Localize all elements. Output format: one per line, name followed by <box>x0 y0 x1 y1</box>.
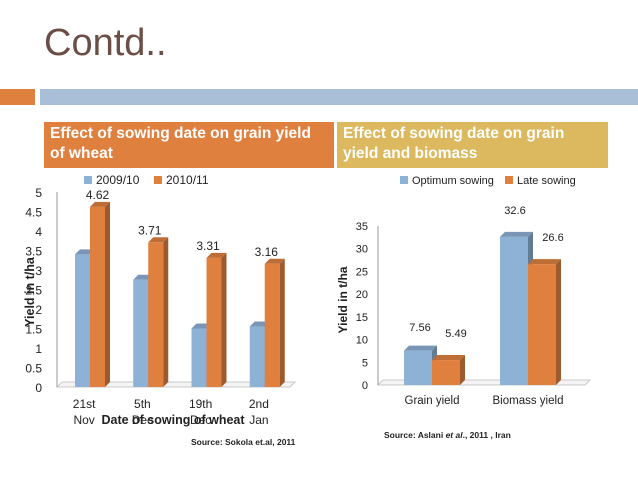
left-bar-b-front <box>206 257 222 387</box>
right-data-label: 5.49 <box>445 328 466 340</box>
left-y-tick-label: 5 <box>35 186 42 200</box>
left-y-tick-label: 1 <box>35 342 42 356</box>
right-bar-a-front <box>500 236 528 385</box>
right-y-tick-label: 5 <box>362 357 368 369</box>
left-y-tick-label: 3.5 <box>25 245 42 259</box>
right-bar-b-side <box>556 259 561 385</box>
left-bar-b-front <box>264 263 280 387</box>
left-data-label: 4.62 <box>86 188 110 202</box>
right-bar-a-top <box>500 231 533 237</box>
right-legend-label: Late sowing <box>517 175 576 187</box>
left-x-tick-label: Nov <box>73 413 94 427</box>
source-suffix: ., 2011 , Iran <box>462 430 511 440</box>
left-x-tick-label: Dec <box>132 413 153 427</box>
source-prefix: Source: Aslani <box>384 430 446 440</box>
left-y-tick-label: 0 <box>35 381 42 395</box>
right-bar-b-side <box>460 355 465 385</box>
left-legend-swatch <box>154 176 162 184</box>
right-bar-b-top <box>528 259 561 265</box>
left-bar-b-side <box>279 258 285 387</box>
accent-bar-blue <box>40 89 638 105</box>
left-bar-b-side <box>163 237 169 387</box>
slide-title: Contd.. <box>44 22 167 64</box>
right-x-tick-label: Grain yield <box>405 395 460 407</box>
right-data-label: 26.6 <box>542 232 563 244</box>
right-legend-swatch <box>505 176 513 184</box>
left-y-axis-title: Yield in t/ha <box>23 256 37 327</box>
left-bar-b <box>90 201 110 387</box>
left-bar-b-top <box>206 252 227 258</box>
left-x-tick-label: Jan <box>249 413 268 427</box>
right-bar-b <box>528 259 561 385</box>
left-bar-b <box>206 252 227 387</box>
left-chart-source: Source: Sokola et.al, 2011 <box>191 437 296 447</box>
left-bar-b-top <box>148 237 169 243</box>
left-y-tick-label: 2.5 <box>25 284 42 298</box>
right-chart-source: Source: Aslani et al., 2011 , Iran <box>384 430 511 440</box>
left-x-tick-label: 2nd <box>249 397 269 411</box>
left-bar-b-front <box>90 206 105 387</box>
right-data-label: 32.6 <box>504 205 525 217</box>
left-bar-b <box>148 237 169 387</box>
left-y-tick-label: 0.5 <box>25 362 42 376</box>
right-y-tick-label: 0 <box>362 380 368 392</box>
left-x-tick-label: Dec <box>190 413 211 427</box>
left-bar-a-front <box>249 326 265 387</box>
left-bar-b-top <box>90 201 110 207</box>
right-legend-swatch <box>400 176 408 184</box>
left-chart-heading: Effect of sowing date on grain yield of … <box>44 122 334 168</box>
left-x-tick-label: 5th <box>134 397 151 411</box>
left-y-tick-label: 2 <box>35 303 42 317</box>
right-bar-b-front <box>432 360 460 385</box>
left-y-tick-label: 1.5 <box>25 323 42 337</box>
right-data-label: 7.56 <box>409 322 430 334</box>
left-bar-b-top <box>264 258 285 264</box>
right-y-axis-title: Yield in t/ha <box>336 266 350 333</box>
source-italic: et al <box>445 430 463 440</box>
left-bar-a-front <box>75 254 90 387</box>
right-bar-b-front <box>528 264 556 385</box>
left-legend-label: 2009/10 <box>96 173 140 187</box>
left-data-label: 3.31 <box>196 239 220 253</box>
right-bar-a-front <box>404 350 432 385</box>
left-data-label: 3.71 <box>138 223 162 237</box>
left-y-tick-label: 4.5 <box>25 206 42 220</box>
left-bar-b <box>264 258 285 387</box>
left-legend-swatch <box>84 176 92 184</box>
left-x-axis-title: Date of sowing of wheat <box>101 413 245 427</box>
right-bar-b-top <box>432 355 465 361</box>
right-y-tick-label: 10 <box>356 335 368 347</box>
accent-bar-orange <box>0 89 35 105</box>
right-bar-a-top <box>404 345 437 351</box>
left-data-label: 3.16 <box>255 245 279 259</box>
right-y-tick-label: 35 <box>356 221 368 233</box>
left-bar-b-side <box>105 201 110 387</box>
left-bar-b-front <box>148 242 164 387</box>
right-bar-b <box>432 355 465 385</box>
right-x-tick-label: Biomass yield <box>493 395 564 407</box>
right-y-tick-label: 25 <box>356 266 368 278</box>
left-bar-a-front <box>133 279 149 387</box>
right-y-tick-label: 15 <box>356 312 368 324</box>
left-x-tick-label: 21st <box>73 397 96 411</box>
left-bar-b-side <box>221 252 227 387</box>
right-y-tick-label: 20 <box>356 289 368 301</box>
left-y-tick-label: 3 <box>35 264 42 278</box>
left-x-tick-label: 19th <box>189 397 212 411</box>
right-legend-label: Optimum sowing <box>412 175 494 187</box>
left-legend-label: 2010/11 <box>166 173 209 187</box>
left-bar-a-front <box>191 328 207 387</box>
left-y-tick-label: 4 <box>35 225 42 239</box>
right-chart-heading: Effect of sowing date on grain yield and… <box>337 122 608 168</box>
right-y-tick-label: 30 <box>356 244 368 256</box>
